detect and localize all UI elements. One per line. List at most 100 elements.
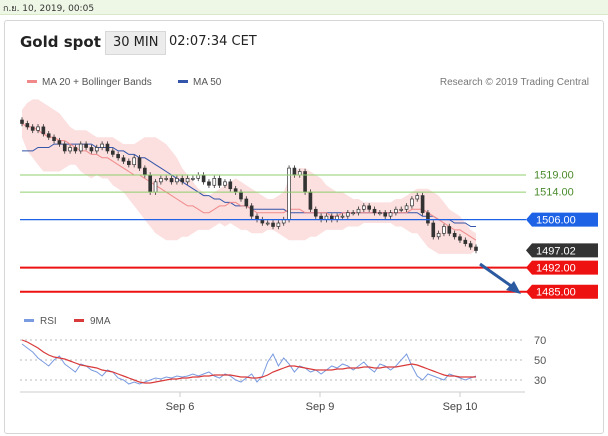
forecast-arrow [479,262,521,294]
candle [175,175,179,185]
candle [468,240,473,250]
candle [110,148,115,158]
candle [228,179,233,192]
candle [207,179,211,189]
rsi-tick-70: 70 [534,335,546,347]
candle [249,203,254,219]
candle [426,209,430,226]
timeframe-button[interactable]: 30 MIN [105,31,167,55]
rsi-legend-label: RSI [40,316,57,327]
ma20-line [21,123,477,241]
candle [415,192,420,202]
rsi-legend-swatch [24,319,34,322]
svg-text:1497.02: 1497.02 [536,245,576,257]
candle [94,144,99,154]
ma9-legend-swatch [74,319,84,322]
candle [388,209,393,219]
candle [474,244,478,254]
svg-text:1506.00: 1506.00 [536,215,576,227]
candle [73,144,78,154]
candle [36,124,40,134]
candle [340,213,345,219]
candle [223,179,227,189]
candle [30,124,35,134]
candle [46,131,51,140]
candle [244,196,249,209]
candle [362,203,366,213]
candle [436,230,441,240]
ma20-legend-swatch [27,80,37,83]
candle [308,189,313,213]
candle [383,209,388,219]
candle [159,175,163,185]
candle [78,141,83,154]
candle [447,223,452,237]
svg-text:1492.00: 1492.00 [536,263,576,275]
level-label-1519.00: 1519.00 [534,169,574,181]
candle [372,206,377,216]
x-tick-label-Sep-6: Sep 6 [166,401,195,413]
candle [442,223,446,237]
candle [463,237,468,247]
candle [164,175,169,182]
candle [68,144,72,154]
candle [378,209,382,216]
price-plot [20,99,478,254]
candle [212,175,217,189]
level-tag-1506.00: 1506.00 [526,212,598,227]
candle [367,203,371,213]
svg-text:1485.00: 1485.00 [536,287,576,299]
level-tag-1497.02: 1497.02 [526,243,598,258]
level-tag-1492.00: 1492.00 [526,260,598,275]
candle [404,203,409,213]
candle [132,155,136,168]
candle [276,220,281,230]
candle [62,141,67,154]
candle [20,117,24,127]
candle [217,175,222,189]
credit-text: Research © 2019 Trading Central [440,77,589,88]
candle [458,234,462,243]
candle [287,165,291,223]
candle [25,120,30,130]
candle [356,206,361,216]
candle [105,141,110,154]
candle [201,172,206,185]
candle [57,137,62,147]
rsi-tick-50: 50 [534,355,546,367]
candle [271,220,275,230]
candle [52,134,56,144]
chart-time: 02:07:34 CET [169,34,257,49]
candle [127,158,131,168]
candle [89,144,94,154]
candle [169,175,174,185]
candle [84,141,88,151]
candle [180,175,185,185]
ma50-legend-label: MA 50 [193,77,222,88]
ma9-line [21,339,476,384]
candle [313,206,318,219]
candle [191,175,195,182]
ma9-legend-label: 9MA [90,316,111,327]
x-tick-label-Sep-10: Sep 10 [443,401,478,413]
candle [394,206,398,216]
x-axis: Sep 6 Sep 9 Sep 10 [166,392,478,413]
level-lines: 1519.00 1514.00 1506.00 1497.02 1492.00 1485.… [20,169,598,299]
candle [185,175,190,185]
candle [345,209,350,219]
candle [303,168,307,195]
candle [100,141,104,151]
level-label-1514.00: 1514.00 [534,187,574,199]
candle [148,172,153,195]
candle [196,172,201,182]
candle [121,155,126,164]
candle [137,155,142,171]
candle [265,220,270,226]
rsi-line [21,343,477,385]
x-tick-label-Sep-9: Sep 9 [306,401,335,413]
ma50-legend-swatch [178,80,188,83]
candle [116,151,120,161]
candle [399,206,404,213]
candle [351,209,355,216]
